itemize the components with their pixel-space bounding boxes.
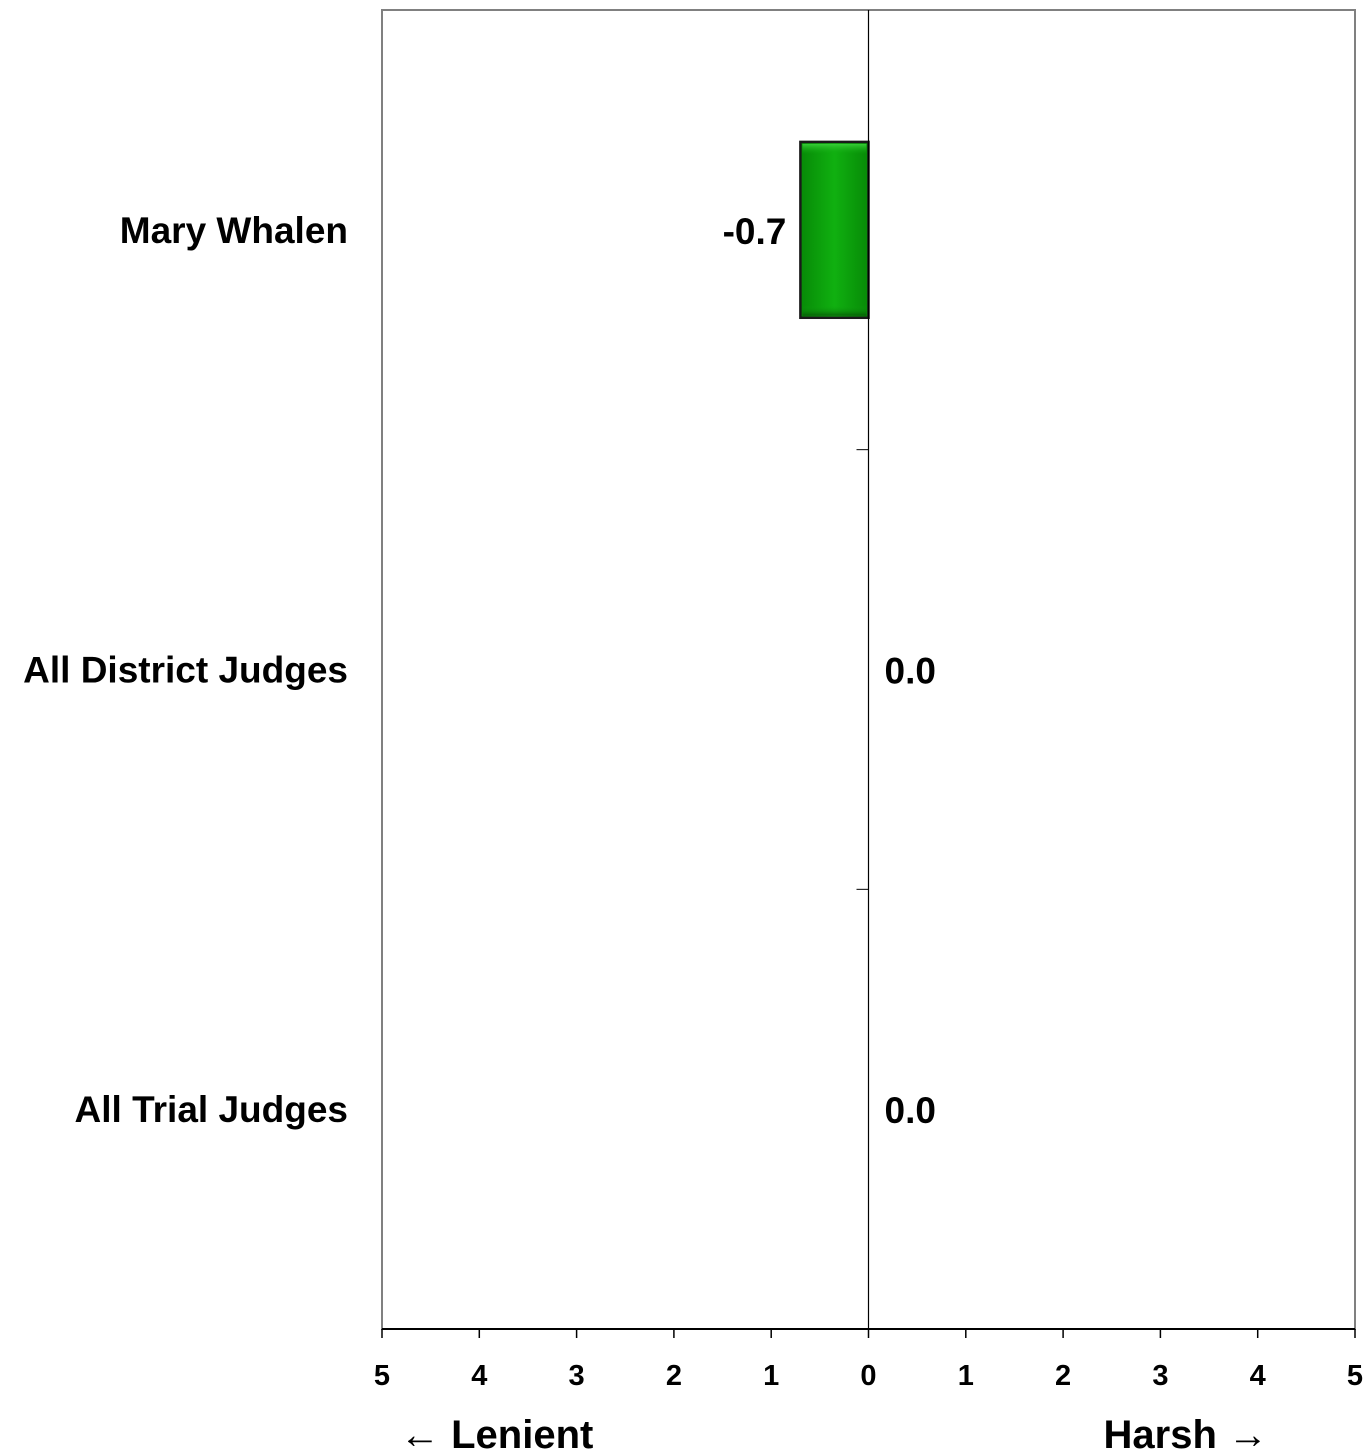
x-tick-label: 1: [958, 1360, 974, 1392]
value-label: 0.0: [885, 651, 936, 692]
lenient-label: ← Lenient: [400, 1413, 593, 1455]
x-tick-label: 2: [666, 1360, 682, 1392]
x-tick-label: 2: [1055, 1360, 1071, 1392]
category-label: All Trial Judges: [75, 1089, 348, 1130]
harsh-label: Harsh →: [1104, 1413, 1269, 1455]
x-tick-label: 3: [1152, 1360, 1168, 1392]
x-tick-label: 5: [374, 1360, 390, 1392]
x-tick-label: 4: [471, 1360, 487, 1392]
x-tick-label: 5: [1347, 1360, 1363, 1392]
value-label: 0.0: [885, 1090, 936, 1131]
category-label: All District Judges: [23, 650, 348, 691]
bar: [799, 140, 870, 320]
x-tick-label: 1: [763, 1360, 779, 1392]
x-tick-label: 3: [569, 1360, 585, 1392]
bar-bevel: [802, 143, 867, 316]
category-label: Mary Whalen: [120, 210, 348, 251]
x-tick-label: 4: [1250, 1360, 1266, 1392]
value-label: -0.7: [723, 211, 787, 252]
x-tick-label: 0: [860, 1360, 876, 1392]
